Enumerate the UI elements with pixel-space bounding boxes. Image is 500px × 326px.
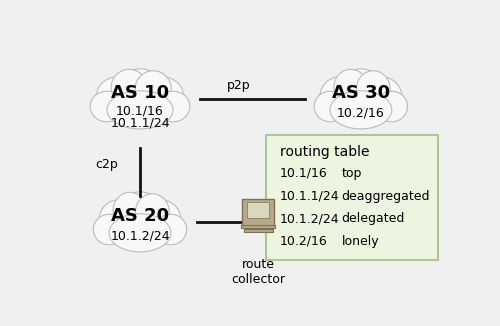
Ellipse shape (142, 200, 181, 240)
Ellipse shape (111, 69, 147, 106)
Ellipse shape (334, 69, 368, 106)
Text: 10.1/16: 10.1/16 (280, 167, 327, 180)
Text: 10.1.1/24: 10.1.1/24 (110, 117, 170, 130)
Text: top: top (342, 167, 362, 180)
Ellipse shape (156, 91, 190, 122)
FancyBboxPatch shape (247, 202, 269, 218)
Ellipse shape (107, 91, 173, 129)
Ellipse shape (96, 77, 138, 117)
Ellipse shape (136, 194, 169, 230)
Ellipse shape (113, 192, 146, 229)
Ellipse shape (338, 69, 384, 118)
Text: lonely: lonely (342, 235, 379, 248)
Ellipse shape (330, 91, 392, 129)
Ellipse shape (109, 214, 171, 252)
Ellipse shape (90, 91, 124, 122)
Text: c2p: c2p (96, 158, 118, 171)
Text: delegated: delegated (342, 212, 405, 225)
Ellipse shape (99, 200, 138, 240)
Ellipse shape (94, 214, 125, 245)
Ellipse shape (362, 77, 402, 117)
Text: p2p: p2p (227, 79, 250, 92)
Ellipse shape (314, 91, 346, 122)
FancyBboxPatch shape (266, 135, 438, 260)
FancyBboxPatch shape (242, 199, 274, 226)
Text: AS 10: AS 10 (111, 84, 169, 102)
Text: 10.1.1/24: 10.1.1/24 (280, 189, 339, 202)
Text: 10.1/16: 10.1/16 (116, 104, 164, 117)
Text: deaggregated: deaggregated (342, 189, 430, 202)
Text: AS 20: AS 20 (111, 207, 169, 225)
Ellipse shape (356, 71, 390, 107)
FancyBboxPatch shape (244, 229, 272, 232)
Ellipse shape (320, 77, 359, 117)
Ellipse shape (376, 91, 408, 122)
Text: 10.2/16: 10.2/16 (280, 235, 327, 248)
Ellipse shape (155, 214, 186, 245)
Text: routing table: routing table (280, 144, 369, 158)
Text: AS 30: AS 30 (332, 84, 390, 102)
Ellipse shape (142, 77, 184, 117)
Text: 10.1.2/24: 10.1.2/24 (110, 230, 170, 243)
FancyBboxPatch shape (242, 225, 275, 228)
Ellipse shape (135, 71, 171, 107)
Text: 10.2/16: 10.2/16 (337, 107, 385, 120)
Ellipse shape (115, 69, 165, 118)
Text: 10.1.2/24: 10.1.2/24 (280, 212, 339, 225)
Text: route
collector: route collector (231, 258, 285, 286)
Ellipse shape (116, 192, 164, 242)
